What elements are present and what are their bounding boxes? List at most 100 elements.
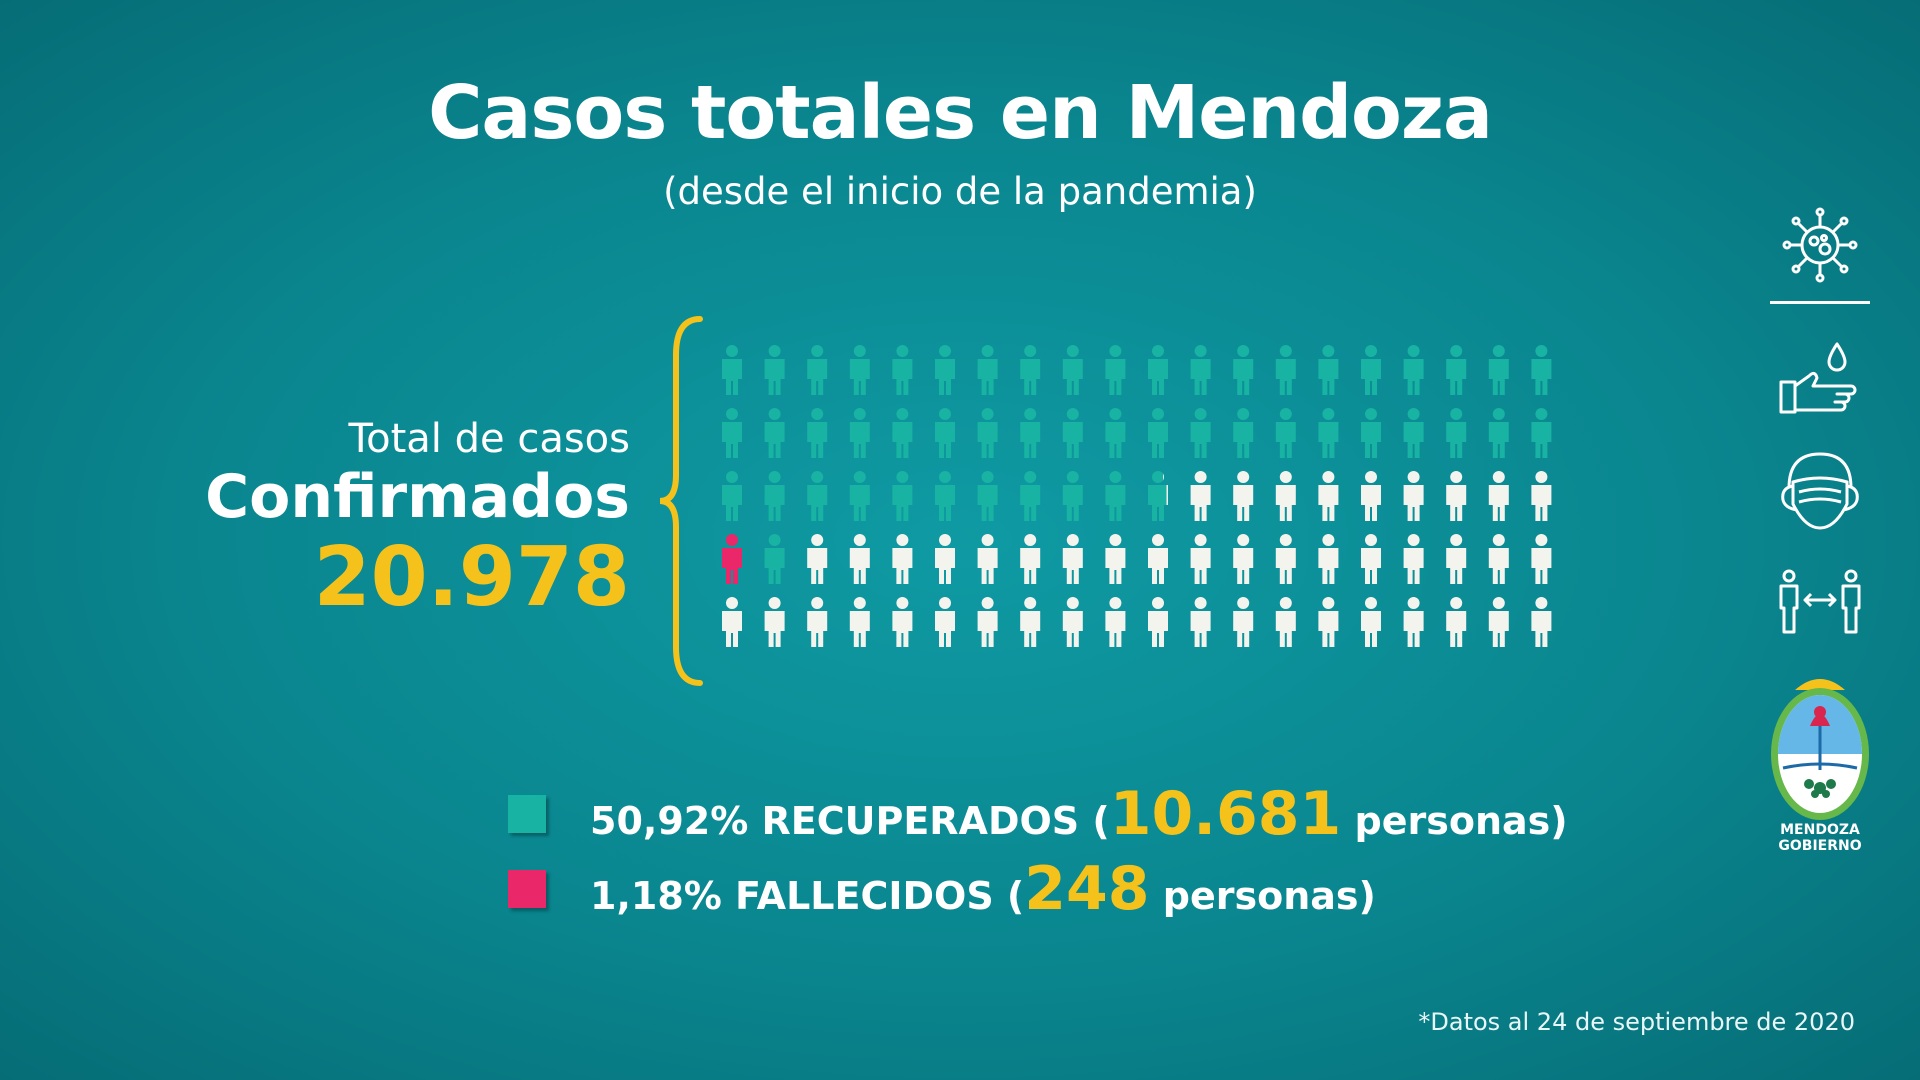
- person-icon: [1233, 345, 1254, 395]
- person-icon: [935, 408, 955, 458]
- person-icon: [1446, 345, 1467, 395]
- person-icon: [764, 345, 785, 395]
- social-distance-icon: [1779, 569, 1861, 634]
- person-icon: [764, 534, 785, 584]
- legend-deceased-count: 248: [1024, 854, 1150, 924]
- legend-deceased-percent: 1,18% FALLECIDOS (: [590, 874, 1025, 918]
- person-icon: [1148, 471, 1168, 521]
- person-icon: [1318, 471, 1339, 521]
- total-cases-block: Total de casos Confirmados 20.978: [160, 415, 630, 625]
- person-icon: [1062, 471, 1083, 521]
- person-icon: [1105, 597, 1126, 647]
- person-icon: [1275, 534, 1296, 584]
- logo-line-1: MENDOZA: [1780, 822, 1860, 838]
- legend-item-recovered: 50,92% RECUPERADOS (10.681 personas): [508, 779, 1568, 849]
- person-icon: [1190, 408, 1211, 458]
- person-icon: [1488, 471, 1509, 521]
- person-icon: [1148, 345, 1168, 395]
- person-icon: [1361, 597, 1381, 647]
- person-icon: [1403, 597, 1424, 647]
- person-icon: [1105, 408, 1126, 458]
- person-icon: [1488, 408, 1509, 458]
- person-icon: [935, 597, 955, 647]
- person-icon: [1488, 345, 1509, 395]
- curly-brace: [659, 316, 703, 686]
- person-icon: [807, 471, 828, 521]
- person-icon: [1531, 345, 1552, 395]
- icon-divider: [1770, 301, 1870, 304]
- person-icon: [1020, 597, 1041, 647]
- person-icon: [1020, 534, 1041, 584]
- logo-line-2: GOBIERNO: [1778, 838, 1862, 854]
- person-icon: [1318, 534, 1339, 584]
- person-icon: [1361, 345, 1381, 395]
- person-icon: [1233, 534, 1254, 584]
- mendoza-shield-icon: [1771, 679, 1869, 820]
- legend-deceased-unit: personas): [1149, 874, 1376, 918]
- person-icon: [849, 597, 870, 647]
- person-icon: [1446, 408, 1467, 458]
- person-icon: [977, 408, 998, 458]
- person-icon: [1403, 408, 1424, 458]
- person-icon: [1275, 597, 1296, 647]
- person-icon: [1062, 408, 1083, 458]
- face-mask-icon: [1781, 452, 1859, 530]
- person-icon: [807, 534, 828, 584]
- side-icon-column: MENDOZA GOBIERNO: [1760, 205, 1880, 854]
- person-icon: [1105, 345, 1126, 395]
- person-icon: [1148, 534, 1168, 584]
- legend-recovered-unit: personas): [1341, 799, 1568, 843]
- person-icon: [892, 408, 913, 458]
- person-icon: [892, 534, 913, 584]
- person-icon: [849, 534, 870, 584]
- person-icon: [935, 471, 955, 521]
- person-icon: [1446, 471, 1467, 521]
- person-icon: [892, 345, 913, 395]
- person-icon: [1233, 471, 1254, 521]
- virus-icon: [1782, 207, 1858, 283]
- person-icon: [849, 408, 870, 458]
- person-icon: [1190, 534, 1211, 584]
- person-icon: [722, 471, 742, 521]
- legend-item-deceased: 1,18% FALLECIDOS (248 personas): [508, 854, 1568, 924]
- person-icon: [1062, 597, 1083, 647]
- person-icon: [807, 345, 828, 395]
- person-icon: [807, 597, 828, 647]
- person-icon: [1020, 471, 1041, 521]
- legend-swatch-recovered: [508, 795, 546, 833]
- person-icon: [1361, 408, 1381, 458]
- total-cases-strong-label: Confirmados: [205, 462, 630, 532]
- person-icon: [1275, 345, 1296, 395]
- total-cases-label: Total de casos: [348, 416, 630, 462]
- person-icon: [1275, 471, 1296, 521]
- person-icon: [935, 345, 955, 395]
- person-icon: [892, 471, 913, 521]
- person-icon: [1190, 471, 1211, 521]
- person-icon: [1318, 345, 1339, 395]
- person-icon: [1361, 471, 1381, 521]
- data-date-footnote: *Datos al 24 de septiembre de 2020: [1418, 1008, 1855, 1036]
- total-cases-value: 20.978: [313, 530, 630, 625]
- legend: 50,92% RECUPERADOS (10.681 personas) 1,1…: [508, 779, 1568, 931]
- person-icon: [807, 408, 828, 458]
- person-icon: [1062, 534, 1083, 584]
- person-icon: [977, 345, 998, 395]
- legend-swatch-deceased: [508, 870, 546, 908]
- person-icon: [1403, 534, 1424, 584]
- legend-recovered-count: 10.681: [1109, 779, 1342, 849]
- person-icon: [722, 345, 742, 395]
- person-icon: [977, 471, 998, 521]
- person-icon: [1318, 408, 1339, 458]
- person-icon: [1020, 345, 1041, 395]
- person-icon: [1531, 534, 1552, 584]
- person-icon: [1233, 597, 1254, 647]
- person-icon: [892, 597, 913, 647]
- page-title: Casos totales en Mendoza: [428, 70, 1493, 156]
- legend-recovered-percent: 50,92% RECUPERADOS (: [590, 799, 1110, 843]
- person-icon: [1531, 471, 1552, 521]
- person-icon: [1318, 597, 1339, 647]
- person-icon: [1190, 345, 1211, 395]
- person-icon: [722, 534, 742, 584]
- person-icon: [764, 471, 785, 521]
- page-subtitle: (desde el inicio de la pandemia): [663, 170, 1257, 213]
